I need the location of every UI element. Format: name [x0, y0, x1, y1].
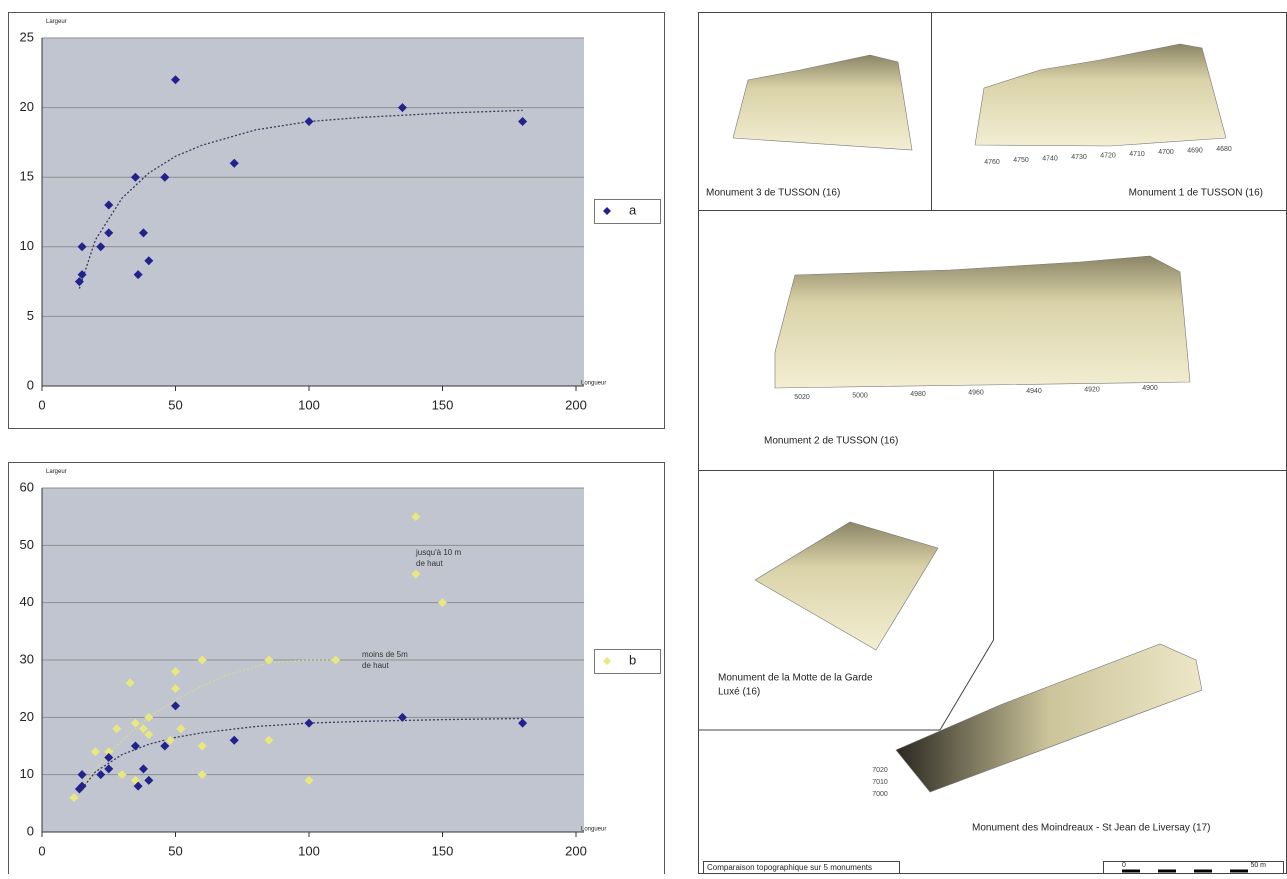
terrain-tick-label: 4980 — [910, 391, 926, 398]
x-tick-label: 100 — [298, 397, 320, 412]
panel-caption: Monument de la Motte de la Garde — [718, 673, 873, 684]
terrain-tick-label: 4730 — [1071, 154, 1087, 161]
x-axis-label: Longueur — [581, 381, 606, 387]
page: Monument 3 de TUSSON (16) Monument 1 de … — [0, 0, 1287, 874]
y-tick-label: 10 — [20, 238, 34, 253]
y-tick-label: 20 — [20, 99, 34, 114]
panel-caption: Monument 3 de TUSSON (16) — [706, 188, 840, 199]
y-axis-label: Largeur — [46, 19, 67, 25]
y-tick-label: 25 — [20, 29, 34, 44]
terrain-tick-label: 5000 — [852, 392, 868, 399]
annotation: moins de 5m — [362, 650, 408, 659]
terrain-tick-label: 5020 — [794, 394, 810, 401]
annotation: de haut — [362, 661, 389, 670]
legend-label: b — [629, 652, 636, 667]
annotation: jusqu'à 10 m — [415, 548, 461, 557]
terrain-tick-label: 7020 — [872, 767, 888, 774]
scale-label: 50 m — [1250, 862, 1266, 869]
terrain-tick-label: 4690 — [1187, 148, 1203, 155]
y-axis-label: Largeur — [46, 469, 67, 475]
panel-caption: Monument 1 de TUSSON (16) — [1129, 188, 1263, 199]
terrain-tick-label: 7000 — [872, 791, 888, 798]
figure: Monument 3 de TUSSON (16) Monument 1 de … — [0, 0, 1287, 874]
terrain-tick-label: 4760 — [984, 159, 1000, 166]
x-tick-label: 50 — [168, 397, 182, 412]
x-tick-label: 200 — [565, 397, 587, 412]
y-tick-label: 0 — [27, 823, 34, 838]
terrain-tick-label: 4720 — [1100, 152, 1116, 159]
terrain-tick-label: 4900 — [1142, 385, 1158, 392]
y-tick-label: 20 — [20, 709, 34, 724]
y-tick-label: 5 — [27, 308, 34, 323]
y-tick-label: 40 — [20, 594, 34, 609]
panel-caption: Monument 2 de TUSSON (16) — [764, 436, 898, 447]
terrain-tick-label: 4700 — [1158, 149, 1174, 156]
scale-label: 0 — [1122, 862, 1126, 869]
y-tick-label: 30 — [20, 651, 34, 666]
terrain-tick-label: 4710 — [1129, 151, 1145, 158]
panel-caption: Luxé (16) — [718, 687, 760, 698]
x-tick-label: 150 — [432, 843, 454, 858]
y-tick-label: 10 — [20, 766, 34, 781]
terrain-tick-label: 4740 — [1042, 156, 1058, 163]
terrain-tick-label: 4960 — [968, 389, 984, 396]
legend-label: a — [629, 202, 637, 217]
plot-area — [42, 38, 584, 386]
x-tick-label: 150 — [432, 397, 454, 412]
terrain-tick-label: 4920 — [1084, 386, 1100, 393]
x-tick-label: 0 — [38, 397, 45, 412]
footer: Comparaison topographique sur 5 monument… — [707, 863, 872, 872]
x-tick-label: 50 — [168, 843, 182, 858]
x-tick-label: 200 — [565, 843, 587, 858]
y-tick-label: 60 — [20, 479, 34, 494]
annotation: de haut — [416, 559, 443, 568]
x-tick-label: 100 — [298, 843, 320, 858]
x-axis-label: Longueur — [581, 827, 606, 833]
terrain-tick-label: 7010 — [872, 779, 888, 786]
y-tick-label: 15 — [20, 169, 34, 184]
x-tick-label: 0 — [38, 843, 45, 858]
terrain-tick-label: 4940 — [1026, 388, 1042, 395]
terrain-tick-label: 4680 — [1216, 146, 1232, 153]
panel-caption: Monument des Moindreaux - St Jean de Liv… — [972, 823, 1210, 834]
y-tick-label: 0 — [27, 377, 34, 392]
terrain-tick-label: 4750 — [1013, 157, 1029, 164]
y-tick-label: 50 — [20, 537, 34, 552]
